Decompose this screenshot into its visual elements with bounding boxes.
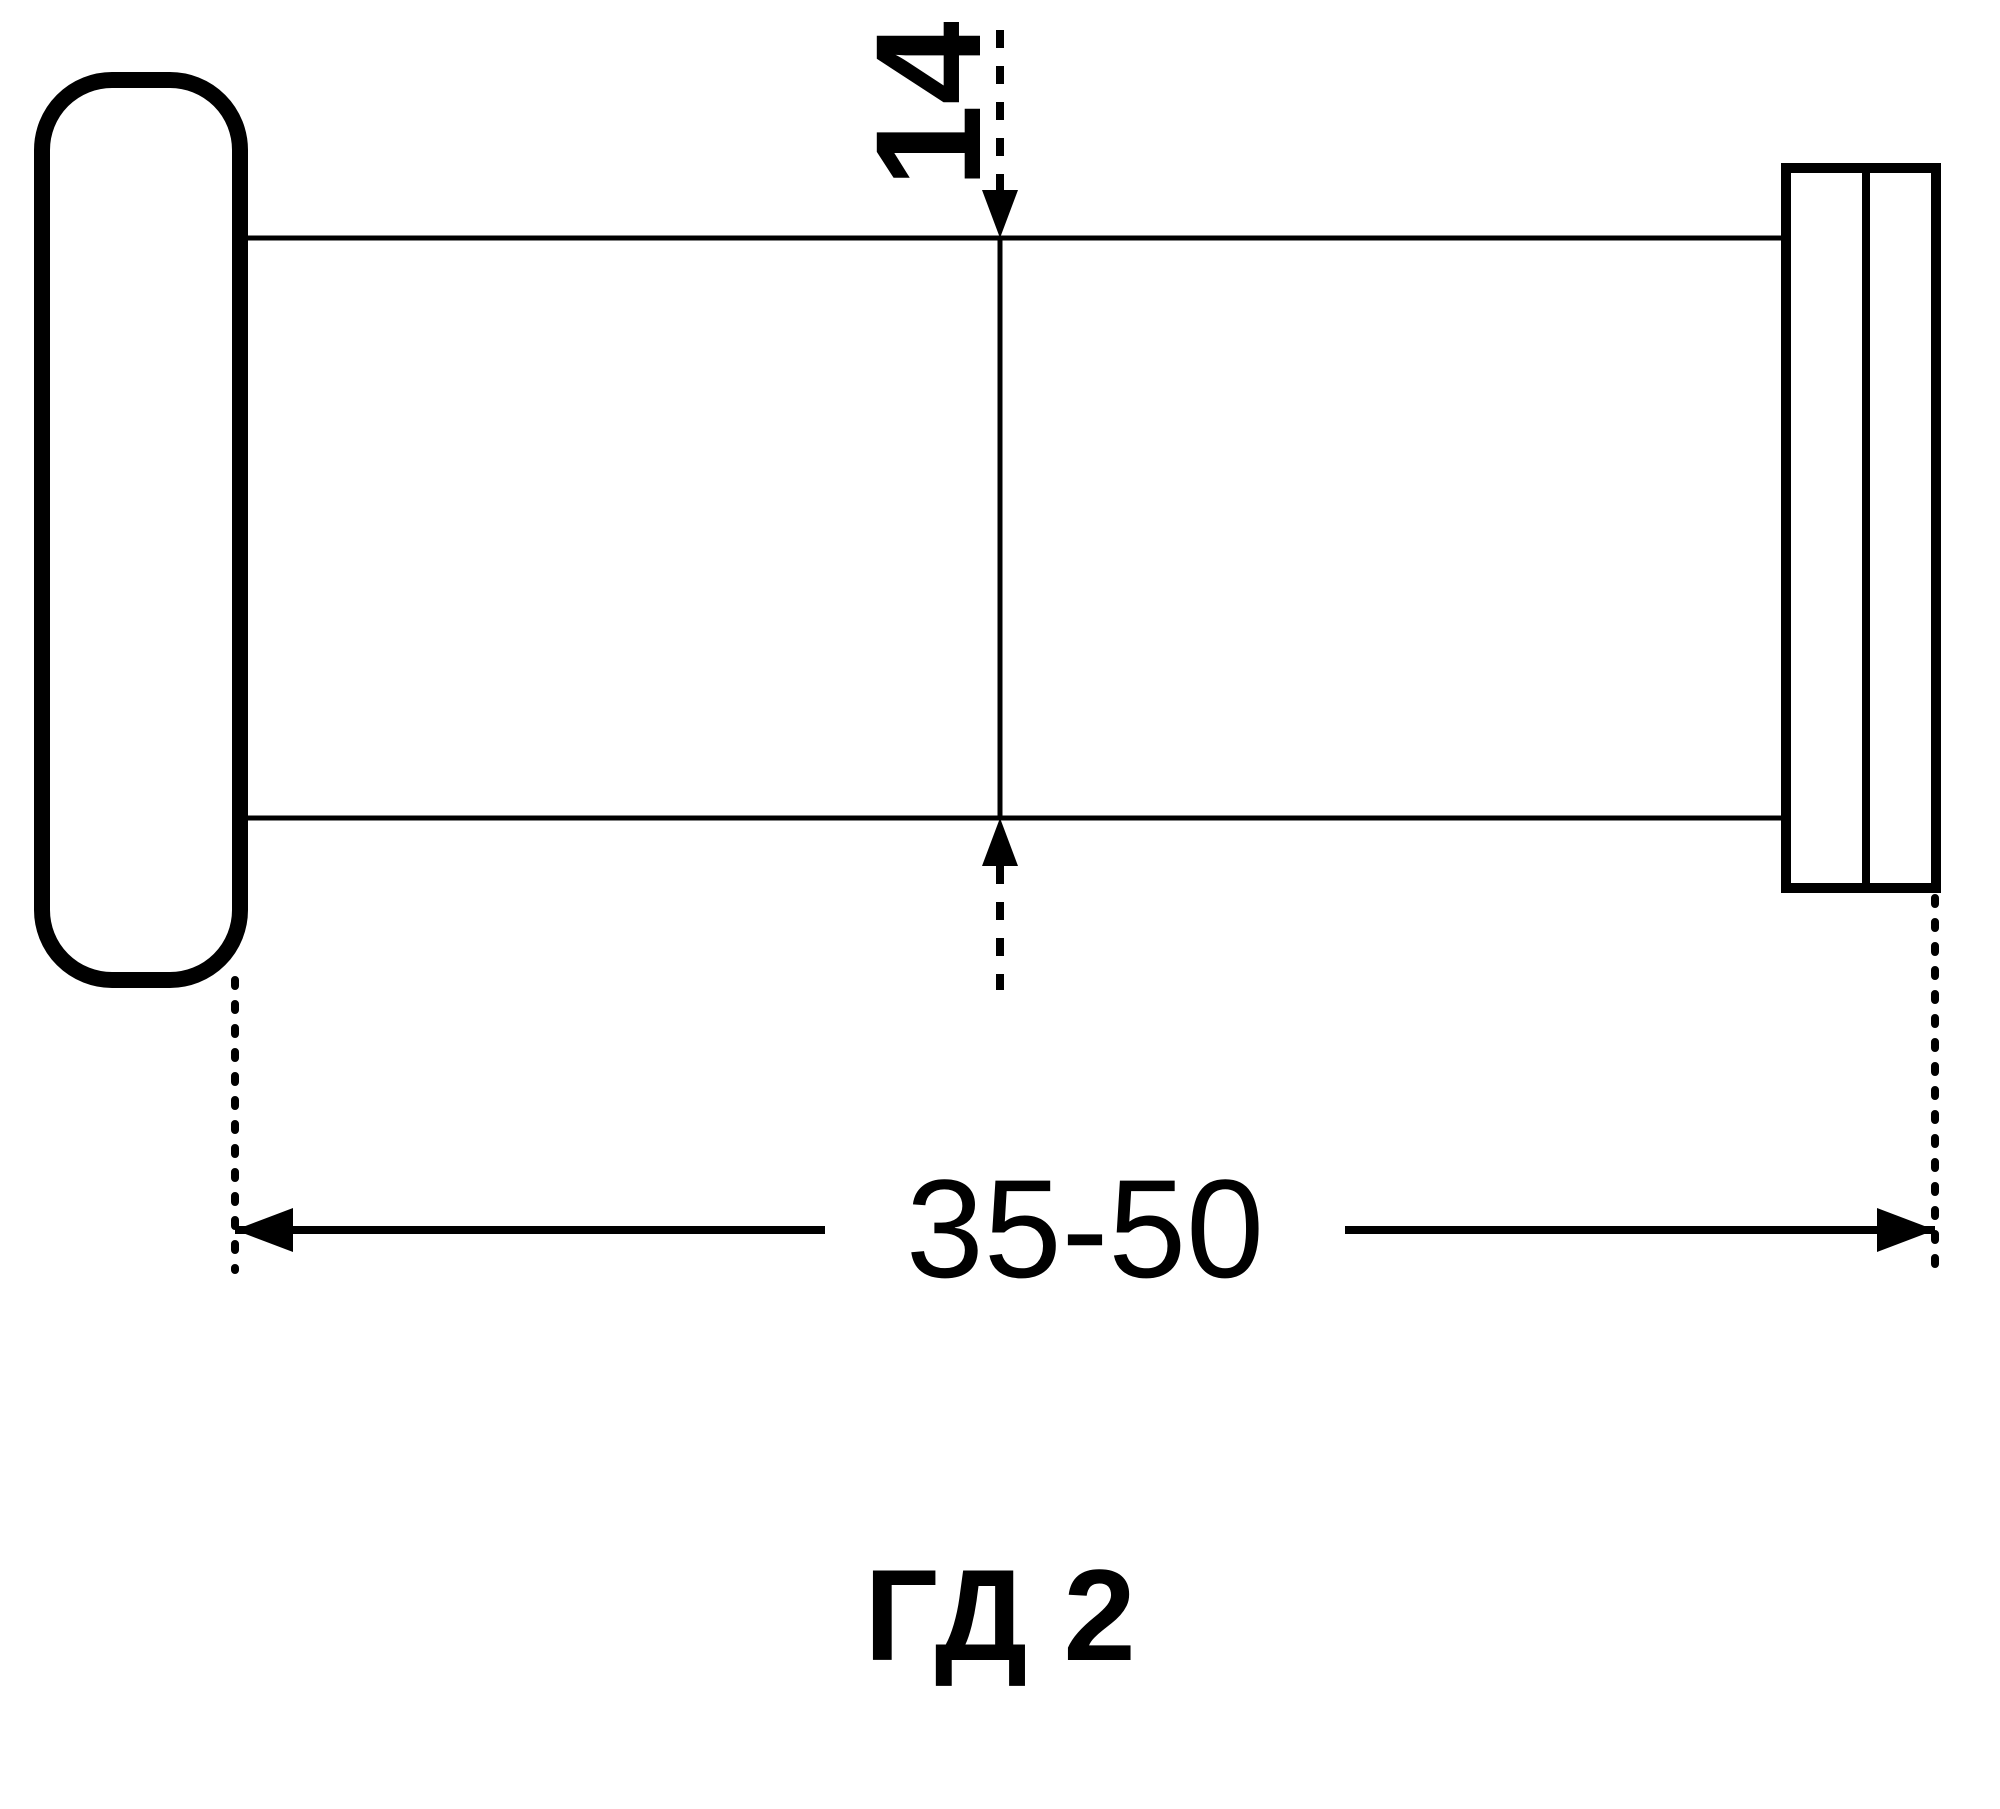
- dim-vertical-label: 14: [844, 21, 1012, 188]
- dim-horizontal-arrow-right: [1877, 1208, 1935, 1252]
- dim-vertical-arrow-bottom: [982, 818, 1018, 866]
- diagram-title: ГД 2: [864, 1542, 1136, 1688]
- right-cap-outer: [1786, 168, 1936, 888]
- dim-horizontal-label: 35-50: [906, 1150, 1264, 1307]
- dim-vertical-arrow-top: [982, 190, 1018, 238]
- dim-horizontal-arrow-left: [235, 1208, 293, 1252]
- left-cap: [42, 80, 240, 980]
